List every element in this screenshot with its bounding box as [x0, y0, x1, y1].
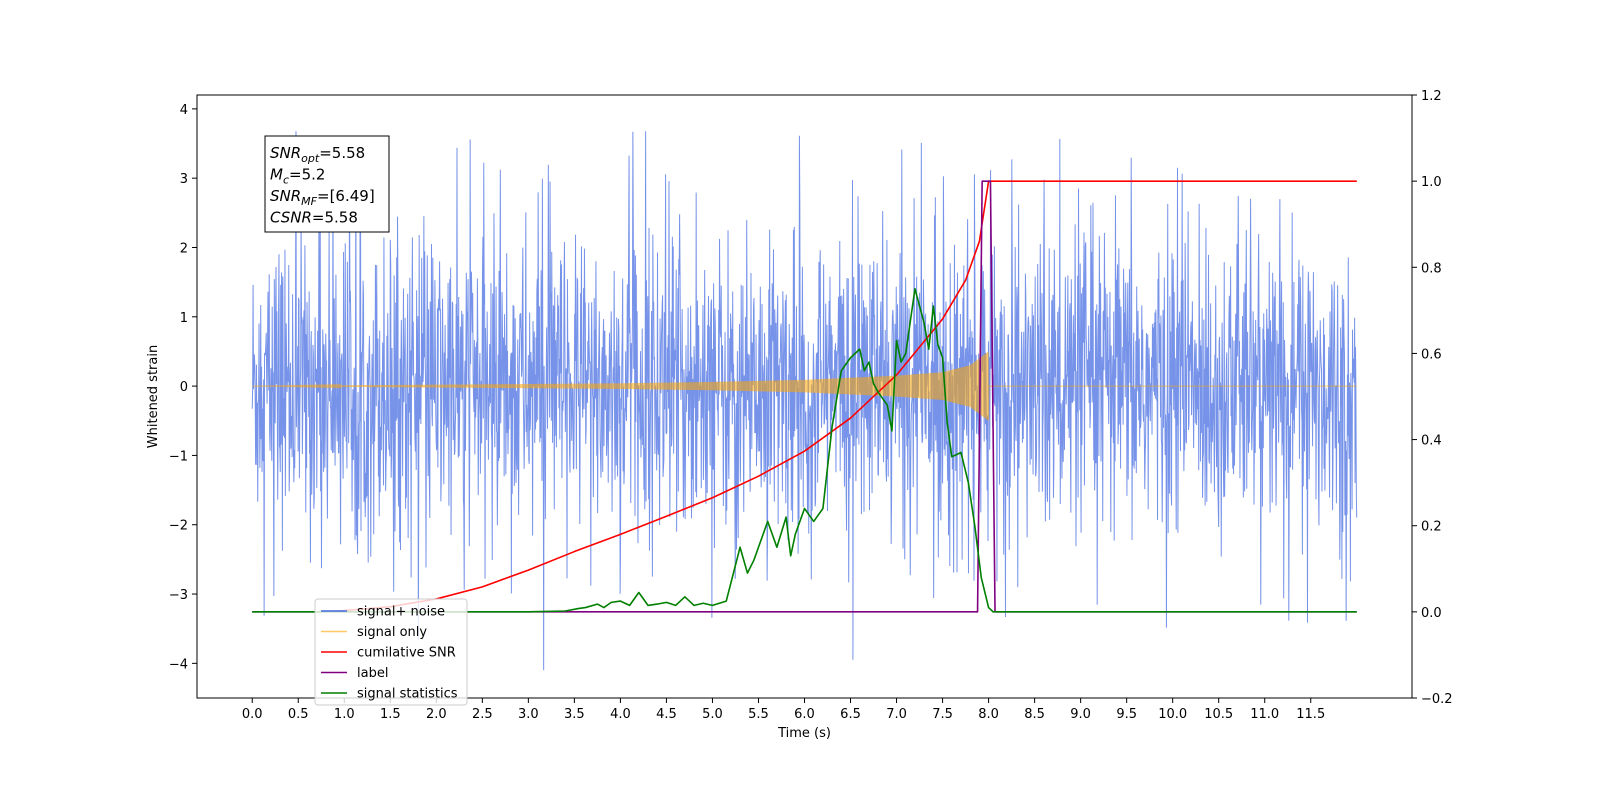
annotation-line: Mc=5.2: [270, 166, 325, 187]
series-signal-statistics: [252, 288, 1357, 613]
legend-label: cumilative SNR: [357, 646, 456, 661]
y-right-tick-label: 1.0: [1421, 175, 1442, 190]
x-tick-label: 8.5: [1024, 707, 1045, 722]
y-left-tick-label: −2: [169, 519, 188, 534]
x-tick-label: 4.5: [656, 707, 677, 722]
x-tick-label: 5.0: [702, 707, 723, 722]
x-tick-label: 0.5: [288, 707, 309, 722]
legend: signal+ noise signal only cumilative SNR la…: [314, 598, 468, 706]
legend-label: signal statistics: [357, 687, 458, 702]
series-signal-noise: [251, 131, 1358, 671]
x-tick-label: 4.0: [610, 707, 631, 722]
x-tick-label: 0.0: [242, 707, 263, 722]
x-tick-label: 9.0: [1070, 707, 1091, 722]
legend-label: signal+ noise: [357, 605, 445, 620]
y-right-tick-label: 0.4: [1421, 434, 1442, 449]
x-tick-label: 10.0: [1158, 707, 1187, 722]
annotation-line: SNRopt=5.58: [270, 144, 365, 165]
x-tick-label: 2.5: [472, 707, 493, 722]
x-tick-label: 3.5: [564, 707, 585, 722]
x-tick-label: 3.0: [518, 707, 539, 722]
legend-label: label: [357, 666, 388, 681]
x-tick-label: 10.5: [1204, 707, 1233, 722]
y-left-tick-label: 1: [180, 311, 188, 326]
x-tick-label: 5.5: [748, 707, 769, 722]
x-tick-label: 2.0: [426, 707, 447, 722]
y-right-tick-label: 0.0: [1421, 606, 1442, 621]
annotation-frame: [264, 135, 390, 233]
x-tick-label: 9.5: [1116, 707, 1137, 722]
legend-label: signal only: [357, 625, 427, 640]
x-tick-label: 1.5: [380, 707, 401, 722]
y-left-tick-label: −1: [169, 449, 188, 464]
x-tick-label: 6.5: [840, 707, 861, 722]
y-right-tick-label: 0.8: [1421, 261, 1442, 276]
series-signal-only: [252, 351, 1357, 421]
x-tick-label: 7.5: [932, 707, 953, 722]
y-left-tick-label: 3: [180, 172, 188, 187]
x-tick-label: 7.0: [886, 707, 907, 722]
y-right-tick-label: 1.2: [1421, 89, 1442, 104]
y-right-tick-label: −0.2: [1421, 692, 1453, 707]
x-tick-label: 11.5: [1296, 707, 1325, 722]
x-tick-label: 11.0: [1250, 707, 1279, 722]
x-tick-label: 8.0: [978, 707, 999, 722]
annotation-line: SNRMF=[6.49]: [270, 187, 375, 208]
y-left-tick-label: 4: [180, 103, 188, 118]
y-right-tick-label: 0.2: [1421, 520, 1442, 535]
y-left-tick-label: −4: [169, 657, 188, 672]
x-tick-label: 6.0: [794, 707, 815, 722]
x-tick-label: 1.0: [334, 707, 355, 722]
y-left-tick-label: −3: [169, 588, 188, 603]
x-axis-label: Time (s): [777, 726, 831, 741]
legend-frame: [314, 598, 468, 706]
y-left-tick-label: 0: [180, 380, 188, 395]
y-axis-label-left: Whitened strain: [146, 345, 161, 448]
y-left-tick-label: 2: [180, 241, 188, 256]
annotation-line: CSNR=5.58: [270, 209, 358, 227]
axis-ticks: 0.0 0.5 1.0 1.5 2.0 2.5 3.0 3.5 4.0 4.5 5.0 5.5 6.0 6…: [169, 89, 1453, 722]
y-right-tick-label: 0.6: [1421, 347, 1442, 362]
